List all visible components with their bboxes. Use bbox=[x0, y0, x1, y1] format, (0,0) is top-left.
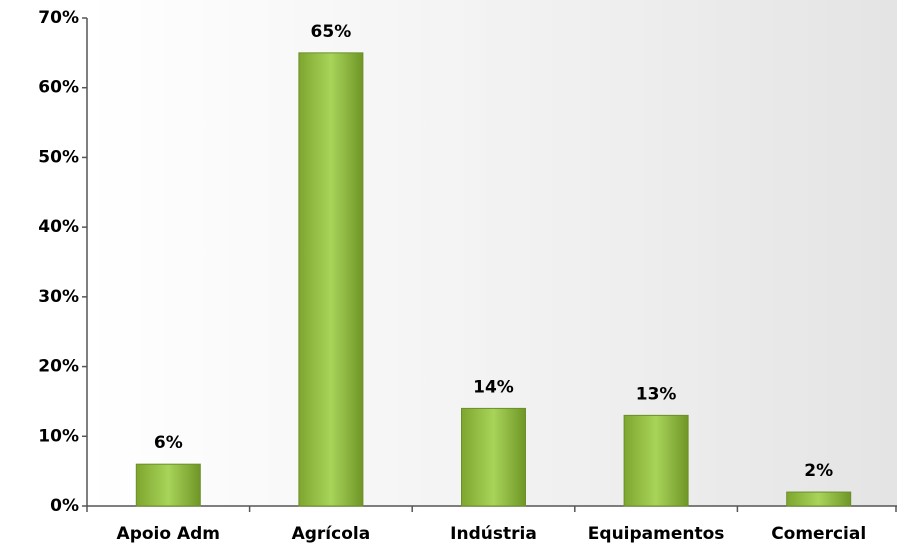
x-tick-label: Equipamentos bbox=[588, 524, 725, 544]
bar bbox=[299, 53, 363, 506]
y-tick-label: 10% bbox=[38, 426, 79, 446]
x-tick-label: Apoio Adm bbox=[117, 524, 220, 544]
bar bbox=[462, 408, 526, 506]
value-label: 6% bbox=[154, 433, 183, 453]
x-tick-label: Indústria bbox=[450, 524, 537, 544]
bar bbox=[624, 415, 688, 506]
y-tick-label: 50% bbox=[38, 147, 79, 167]
y-tick-label: 70% bbox=[38, 8, 79, 28]
value-label: 14% bbox=[473, 377, 514, 397]
x-tick-label: Comercial bbox=[771, 524, 866, 544]
value-label: 13% bbox=[636, 384, 677, 404]
y-tick-label: 30% bbox=[38, 287, 79, 307]
x-tick-label: Agrícola bbox=[292, 524, 371, 544]
bar bbox=[136, 464, 200, 506]
y-tick-label: 40% bbox=[38, 217, 79, 237]
value-label: 65% bbox=[311, 22, 352, 42]
page: {"chart_data": {"type": "bar", "categori… bbox=[0, 0, 897, 548]
y-tick-label: 60% bbox=[38, 78, 79, 98]
y-tick-label: 0% bbox=[50, 496, 79, 516]
bar bbox=[787, 492, 851, 506]
value-label: 2% bbox=[804, 461, 833, 481]
chart: 0% 10% 20% 30% 40% 50% 60% 70% Apoio Adm 6% Agríco… bbox=[0, 0, 897, 548]
y-tick-label: 20% bbox=[38, 357, 79, 377]
